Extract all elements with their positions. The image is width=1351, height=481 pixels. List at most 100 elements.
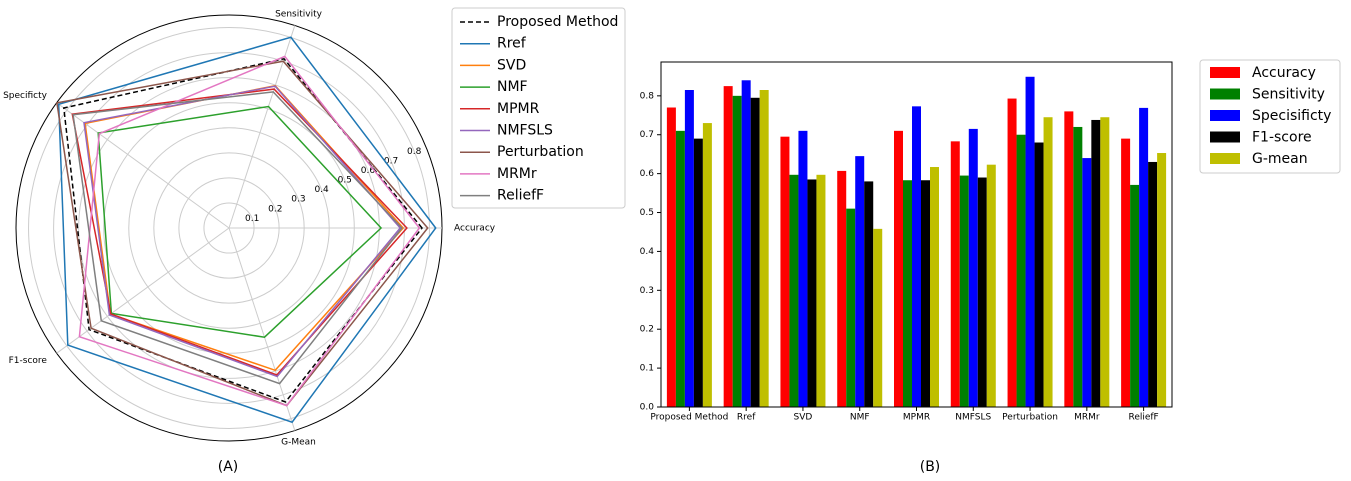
x-tick-label: ReliefF [1128,413,1158,423]
legend-swatch [1210,131,1240,143]
legend-label: MRMr [497,166,537,182]
axis-label: Sensitivity [275,10,323,20]
radar-line [83,85,402,378]
bar [816,174,826,407]
r-tick-label: 0.4 [314,185,329,195]
r-tick-label: 0.2 [268,204,282,214]
caption: (A) [218,459,239,475]
bar [1064,111,1074,407]
bar [759,90,769,407]
r-tick-label: 0.5 [338,176,352,186]
legend-label: Accuracy [1252,65,1316,81]
x-tick-label: NMF [850,413,870,423]
y-tick-label: 0.3 [640,286,654,296]
x-tick-label: MRMr [1074,413,1100,423]
spoke [56,227,230,354]
bar [1091,119,1101,408]
bar [741,80,751,407]
legend-label: ReliefF [497,188,544,204]
legend-swatch [1210,88,1240,100]
r-tick-label: 0.6 [361,166,376,176]
bar [750,97,760,407]
legend-box [1199,59,1341,174]
y-tick-label: 0.2 [640,325,654,335]
bar [837,170,847,407]
bar [873,228,883,407]
legend-label: Sensitivity [1252,87,1325,103]
bar [789,174,799,407]
radar-line [62,57,423,403]
bar [1139,107,1149,408]
bar [855,156,865,407]
bar [1100,117,1110,408]
bar [968,128,978,407]
bar [986,164,996,407]
y-tick-label: 0.1 [640,364,654,374]
legend-label: NMF [497,79,528,95]
legend-label: Proposed Method [497,14,618,30]
legend-label: Specisificty [1252,108,1331,124]
legend-swatch [1210,67,1240,78]
legend-label: NMFSLS [497,123,553,139]
spoke [228,227,296,431]
y-tick-label: 0.4 [640,247,655,257]
x-tick-label: Proposed Method [650,413,728,423]
axis-label: Specificty [3,91,48,101]
bar [864,181,874,407]
legend-box [451,7,626,209]
bar [675,130,685,407]
bar [807,179,817,407]
bar [894,130,903,407]
bar [903,180,912,407]
bar [1016,134,1026,407]
x-tick-label: MPMR [903,413,930,423]
bar [1082,158,1092,407]
r-tick-label: 0.7 [384,156,398,166]
caption: (B) [920,459,941,475]
y-tick-label: 0.7 [640,130,654,140]
legend-label: MPMR [497,101,540,117]
legend-label: F1-score [1252,130,1312,146]
y-tick-label: 0.5 [640,208,654,218]
r-tick-label: 0.8 [407,147,422,157]
radar-line [97,105,383,338]
radar-line [72,91,403,385]
bar [702,123,712,407]
bar [1034,142,1044,407]
y-tick-label: 0.0 [640,403,655,413]
bar [1025,76,1035,408]
bar [977,177,987,407]
legend-label: Rref [497,36,527,52]
bar [921,180,930,407]
axis-label: G-Mean [281,437,316,447]
r-tick-label: 0.1 [245,214,259,224]
legend-swatch [1210,153,1240,164]
x-tick-label: Rref [737,413,756,423]
y-tick-label: 0.6 [640,169,655,179]
bar [732,95,742,408]
bar [798,130,808,407]
legend-swatch [1210,110,1240,121]
x-tick-label: NMFSLS [955,413,991,423]
bar [1043,117,1053,408]
x-tick-label: SVD [794,413,813,423]
bar [912,106,921,407]
y-tick-label: 0.8 [640,91,655,101]
bar [930,167,939,407]
axis-label: Accuracy [454,224,496,234]
bar [1073,126,1083,408]
bar [693,138,703,407]
bar [1130,184,1140,407]
bar [1007,98,1017,408]
bar [666,107,676,407]
radar-line [56,60,429,407]
radar-line [57,36,437,424]
r-tick-label: 0.3 [291,195,305,205]
legend-label: SVD [497,57,526,73]
axis-label: F1-score [9,356,48,366]
bar [950,141,960,407]
legend-label: Perturbation [497,144,584,160]
bar [723,86,733,408]
bar [780,136,790,407]
